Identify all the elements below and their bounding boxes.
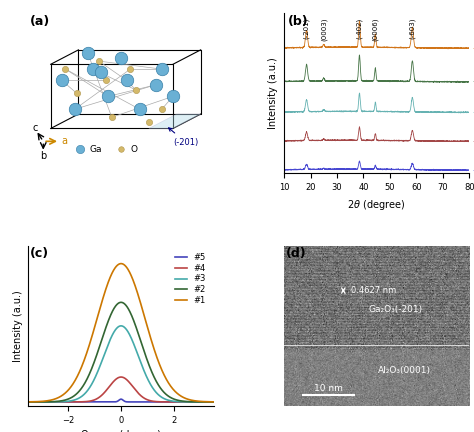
Text: 0.4627 nm: 0.4627 nm	[351, 286, 396, 295]
Y-axis label: Intensity (a.u.): Intensity (a.u.)	[268, 57, 279, 129]
Text: a: a	[62, 137, 68, 146]
Polygon shape	[149, 114, 201, 128]
Text: (c): (c)	[30, 247, 49, 260]
X-axis label: Omega (degree): Omega (degree)	[81, 430, 161, 432]
Text: #2: #2	[472, 137, 474, 146]
Y-axis label: Intensity (a.u.): Intensity (a.u.)	[13, 290, 23, 362]
Legend: #5, #4, #3, #2, #1: #5, #4, #3, #2, #1	[171, 250, 210, 308]
Text: Al₂O₃(0001): Al₂O₃(0001)	[378, 366, 431, 375]
Text: c: c	[32, 123, 37, 133]
Text: #3: #3	[472, 108, 474, 117]
Text: (-201): (-201)	[169, 128, 198, 146]
Text: #4: #4	[472, 77, 474, 86]
Text: (-402): (-402)	[356, 18, 363, 39]
Text: (0003): (0003)	[320, 18, 327, 41]
Text: Ga: Ga	[90, 145, 102, 154]
Text: O: O	[130, 145, 137, 154]
Text: Ga₂O₃(-201): Ga₂O₃(-201)	[368, 305, 422, 314]
Text: #5: #5	[472, 44, 474, 53]
Text: 10 nm: 10 nm	[314, 384, 343, 393]
Text: #1: #1	[472, 166, 474, 175]
Text: (-603): (-603)	[409, 18, 416, 39]
Text: (0006): (0006)	[372, 18, 379, 41]
Text: (-201): (-201)	[303, 18, 310, 39]
X-axis label: 2$\theta$ (degree): 2$\theta$ (degree)	[347, 198, 406, 212]
Text: (a): (a)	[30, 15, 51, 28]
Text: (d): (d)	[286, 247, 307, 260]
Text: b: b	[40, 151, 47, 161]
Text: (b): (b)	[288, 15, 309, 28]
